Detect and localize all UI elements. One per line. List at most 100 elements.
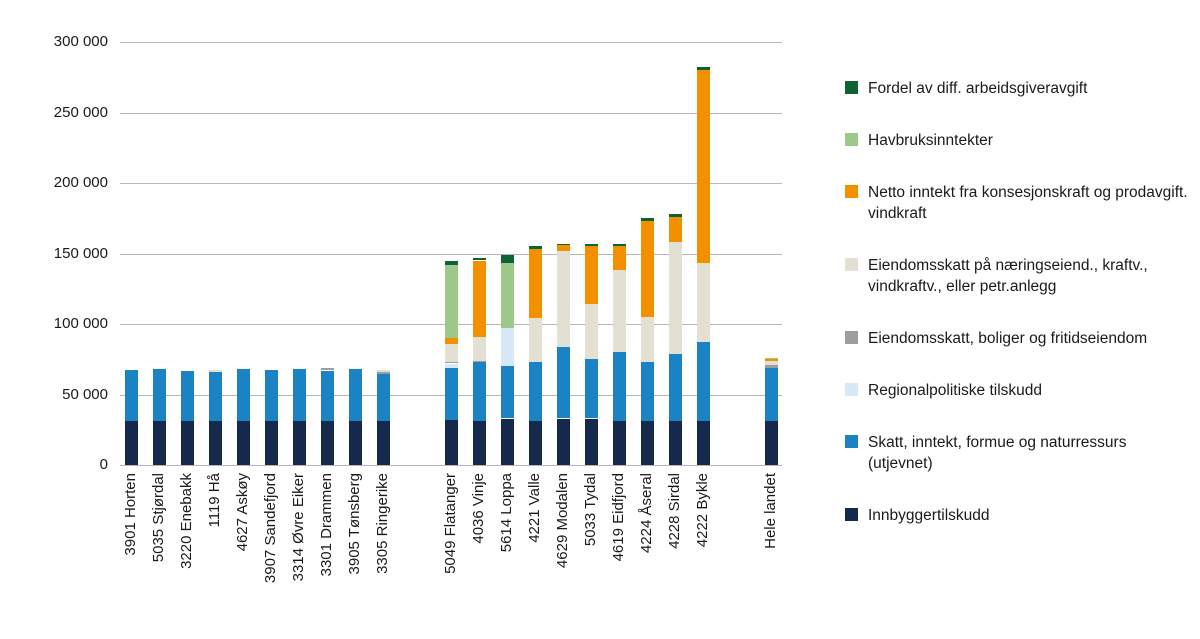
- y-gridline: [120, 253, 782, 255]
- legend-item: Fordel av diff. arbeidsgiveravgift: [845, 78, 1195, 99]
- bar-segment: [764, 360, 778, 365]
- legend-label: Netto inntekt fra konsesjonskraft og pro…: [868, 184, 1188, 222]
- bar-segment: [444, 367, 458, 420]
- y-axis-tick-label: 150 000: [53, 244, 108, 262]
- bar-segment: [320, 368, 334, 371]
- legend-item: Eiendomsskatt, boliger og fritidseiendom: [845, 328, 1195, 349]
- x-axis-tick-label: 4629 Modalen: [554, 473, 571, 569]
- bar-segment: [640, 316, 654, 362]
- bar-segment: [500, 418, 514, 465]
- bar-segment: [668, 214, 682, 217]
- legend-label: Innbyggertilskudd: [868, 507, 990, 524]
- bar-segment: [472, 362, 486, 422]
- bar-segment: [764, 357, 778, 360]
- bar-segment: [236, 421, 250, 465]
- y-axis-tick-label: 100 000: [53, 315, 108, 332]
- bar-segment: [500, 328, 514, 367]
- bar-segment: [668, 216, 682, 243]
- x-axis-tick-label: 3314 Øvre Eiker: [290, 473, 307, 582]
- legend-item: Regionalpolitiske tilskudd: [845, 380, 1195, 401]
- legend-item: Innbyggertilskudd: [845, 505, 1195, 526]
- bar-segment: [640, 421, 654, 465]
- bar-segment: [376, 371, 390, 374]
- legend-item: Netto inntekt fra konsesjonskraft og pro…: [845, 182, 1195, 224]
- legend-color-swatch: [845, 508, 858, 521]
- bar-segment: [348, 369, 362, 422]
- bar-segment: [320, 421, 334, 465]
- bar-segment: [764, 364, 778, 368]
- bar-segment: [640, 362, 654, 422]
- legend-color-swatch: [845, 331, 858, 344]
- bar-segment: [444, 260, 458, 265]
- bar-segment: [208, 421, 222, 465]
- bar-segment: [528, 318, 542, 363]
- legend-label: Regionalpolitiske tilskudd: [868, 382, 1043, 399]
- x-axis-tick-label: Hele landet: [762, 473, 779, 549]
- bar-segment: [180, 421, 194, 465]
- legend-color-swatch: [845, 133, 858, 146]
- y-gridline: [120, 42, 782, 43]
- bar-segment: [264, 369, 278, 422]
- bar-segment: [472, 260, 486, 337]
- bar-segment: [584, 359, 598, 419]
- bar-segment: [444, 338, 458, 344]
- bar-segment: [584, 418, 598, 465]
- bar-segment: [500, 366, 514, 419]
- bar-segment: [376, 369, 390, 372]
- x-axis-tick-label: 4627 Askøy: [234, 473, 251, 552]
- bar-segment: [764, 421, 778, 465]
- x-axis-tick-label: 4036 Vinje: [470, 473, 487, 544]
- bar-segment: [180, 370, 194, 422]
- bar-segment: [472, 421, 486, 465]
- x-axis-tick-label: 4228 Sirdal: [666, 473, 683, 549]
- legend-color-swatch: [845, 383, 858, 396]
- x-axis-tick-label: 3305 Ringerike: [374, 473, 391, 574]
- bar-segment: [348, 421, 362, 465]
- bar-segment: [764, 359, 778, 361]
- bar-segment: [696, 70, 710, 264]
- bar-segment: [320, 370, 334, 422]
- legend-item: Skatt, inntekt, formue og naturressurs (…: [845, 432, 1195, 474]
- bar-segment: [152, 369, 166, 422]
- bar-segment: [528, 362, 542, 422]
- bar-segment: [584, 246, 598, 305]
- bar-segment: [444, 264, 458, 339]
- bar-segment: [640, 221, 654, 317]
- bar-segment: [612, 243, 626, 247]
- x-axis-tick-label: 3220 Enebakk: [178, 473, 195, 569]
- bar-segment: [696, 263, 710, 343]
- legend-label: Skatt, inntekt, formue og naturressurs (…: [868, 434, 1127, 472]
- bar-segment: [584, 243, 598, 247]
- bar-segment: [236, 369, 250, 422]
- x-axis-tick-label: 3901 Horten: [122, 473, 139, 556]
- bar-segment: [292, 369, 306, 422]
- bar-segment: [696, 342, 710, 422]
- x-axis-tick-label: 5033 Tydal: [582, 473, 599, 547]
- x-axis-tick-label: 4221 Valle: [526, 473, 543, 543]
- bar-segment: [444, 362, 458, 364]
- legend-color-swatch: [845, 81, 858, 94]
- y-axis-tick-label: 200 000: [53, 174, 108, 191]
- legend: Fordel av diff. arbeidsgiveravgift Havbru…: [845, 78, 1195, 526]
- x-axis-tick-label: 5035 Stjørdal: [150, 473, 167, 563]
- bar-segment: [124, 369, 138, 422]
- bar-segment: [668, 242, 682, 354]
- bar-segment: [640, 218, 654, 222]
- bar-segment: [696, 421, 710, 465]
- x-axis-tick-label: 4222 Bykle: [694, 473, 711, 548]
- legend-label: Eiendomsskatt, boliger og fritidseiendom: [868, 330, 1148, 347]
- legend-color-swatch: [845, 435, 858, 448]
- bar-segment: [556, 245, 570, 251]
- bar-segment: [292, 421, 306, 465]
- bar-segment: [208, 371, 222, 422]
- y-axis-tick-label: 0: [99, 456, 108, 473]
- bar-segment: [528, 246, 542, 250]
- x-axis-tick-label: 3905 Tønsberg: [346, 473, 363, 575]
- bar-segment: [264, 421, 278, 465]
- y-axis-tick-label: 50 000: [62, 385, 108, 403]
- bar-segment: [528, 249, 542, 319]
- legend-item: Eiendomsskatt på næringseiend., kraftv.,…: [845, 255, 1195, 297]
- bar-segment: [612, 246, 626, 271]
